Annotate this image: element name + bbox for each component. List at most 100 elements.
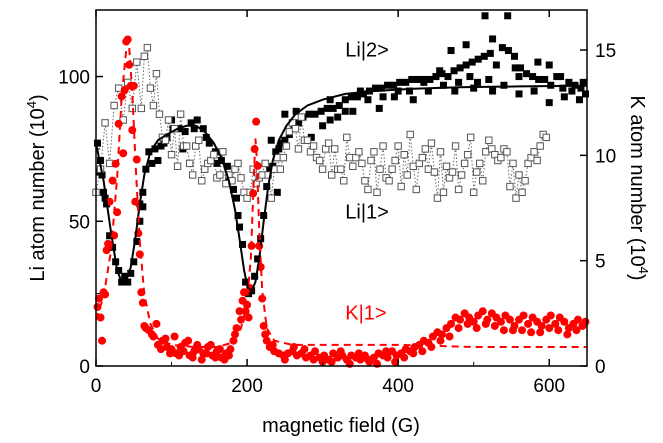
li2-point bbox=[223, 162, 231, 170]
li2-point bbox=[251, 272, 259, 280]
li2-point bbox=[353, 93, 361, 101]
k1-point bbox=[280, 355, 289, 364]
li2-point bbox=[439, 81, 447, 89]
k1-point bbox=[327, 357, 336, 366]
k1-point bbox=[536, 328, 545, 337]
li2-point bbox=[557, 73, 565, 81]
li2-point bbox=[444, 73, 452, 81]
li1-point bbox=[219, 148, 227, 156]
li2-point bbox=[541, 75, 549, 83]
li1-point bbox=[373, 188, 381, 197]
li1-point bbox=[497, 153, 505, 162]
li2-point bbox=[535, 75, 543, 83]
k1-point bbox=[211, 353, 220, 362]
li2-point bbox=[329, 104, 337, 112]
li2-point bbox=[213, 159, 221, 167]
li1-point bbox=[530, 148, 538, 156]
k1-point bbox=[262, 336, 271, 345]
li1-point bbox=[424, 165, 433, 173]
k1-point bbox=[499, 326, 508, 335]
li1-point bbox=[512, 194, 520, 202]
li2-point bbox=[462, 61, 470, 69]
li2-point bbox=[470, 84, 478, 92]
k1-point bbox=[114, 119, 123, 128]
li2-point bbox=[450, 67, 458, 75]
li1-point bbox=[343, 133, 351, 142]
k1-point bbox=[573, 315, 582, 324]
li1-point bbox=[282, 142, 291, 150]
li2-point bbox=[489, 87, 497, 95]
li2-point bbox=[390, 81, 398, 89]
k1-point bbox=[252, 117, 261, 126]
li2-point bbox=[151, 145, 159, 153]
y-axis-right-title: K atom number (104) bbox=[626, 95, 651, 280]
li1-point bbox=[173, 162, 182, 170]
li2-point bbox=[130, 258, 138, 266]
li1-point bbox=[442, 162, 451, 170]
li2-point bbox=[136, 217, 144, 225]
li1-point bbox=[460, 159, 469, 168]
li1-point bbox=[430, 168, 439, 176]
k1-point bbox=[560, 317, 569, 326]
li2-point bbox=[205, 139, 213, 147]
annotation-li2: Li|2> bbox=[345, 39, 389, 61]
li2-point bbox=[294, 119, 302, 127]
li2-point bbox=[326, 96, 334, 104]
k1-point bbox=[123, 35, 132, 44]
k1-point bbox=[437, 330, 446, 339]
li1-point bbox=[297, 113, 306, 121]
li1-point bbox=[140, 52, 149, 61]
li2-point bbox=[414, 75, 422, 83]
li1-point bbox=[451, 142, 460, 150]
y-right-tick-label: 5 bbox=[595, 252, 606, 273]
k1-point bbox=[418, 347, 427, 356]
k1-point bbox=[563, 330, 572, 339]
k1-point bbox=[244, 313, 253, 322]
li1-point bbox=[237, 174, 245, 182]
y-left-tick-label: 100 bbox=[58, 68, 90, 89]
li2-point bbox=[124, 278, 132, 286]
k1-point bbox=[478, 307, 487, 316]
k1-point bbox=[400, 353, 409, 362]
li2-point bbox=[305, 110, 313, 118]
li1-point bbox=[318, 165, 327, 173]
li2-point bbox=[100, 188, 108, 196]
y-right-tick-label: 10 bbox=[595, 146, 616, 167]
li2-point bbox=[193, 116, 201, 124]
li1-point bbox=[367, 156, 375, 165]
li2-point bbox=[154, 157, 162, 165]
li2-point bbox=[323, 104, 331, 112]
k1-point bbox=[131, 197, 140, 206]
li2-point bbox=[139, 203, 147, 211]
li1-point bbox=[509, 159, 517, 168]
li2-point bbox=[115, 266, 123, 274]
k1-point bbox=[261, 330, 270, 339]
k1-point bbox=[524, 319, 533, 328]
li1-point bbox=[361, 177, 369, 185]
li2-point bbox=[426, 75, 434, 83]
k1-point bbox=[96, 313, 105, 322]
li1-point bbox=[400, 151, 408, 159]
li1-point bbox=[155, 110, 164, 118]
annotation-layer: Li|2> Li|1> K|1> bbox=[345, 39, 389, 324]
li1-point bbox=[418, 153, 427, 162]
li2-point bbox=[275, 145, 283, 153]
x-tick-label: 200 bbox=[231, 376, 263, 397]
li2-point bbox=[559, 84, 567, 92]
li2-point bbox=[468, 58, 476, 66]
li2-point bbox=[498, 44, 506, 52]
li2-point bbox=[319, 122, 327, 130]
li2-point bbox=[424, 87, 432, 95]
li2-point bbox=[379, 93, 387, 101]
k1-point bbox=[456, 315, 465, 324]
li1-point bbox=[276, 165, 285, 173]
k1-point bbox=[232, 324, 241, 333]
li1-point bbox=[161, 136, 170, 144]
k1-point bbox=[135, 250, 144, 259]
k1-point bbox=[268, 340, 277, 349]
li1-point bbox=[137, 104, 146, 113]
li1-point bbox=[285, 127, 294, 136]
x-tick-label: 0 bbox=[91, 376, 102, 397]
li2-point bbox=[466, 73, 474, 81]
k1-point bbox=[409, 349, 418, 358]
